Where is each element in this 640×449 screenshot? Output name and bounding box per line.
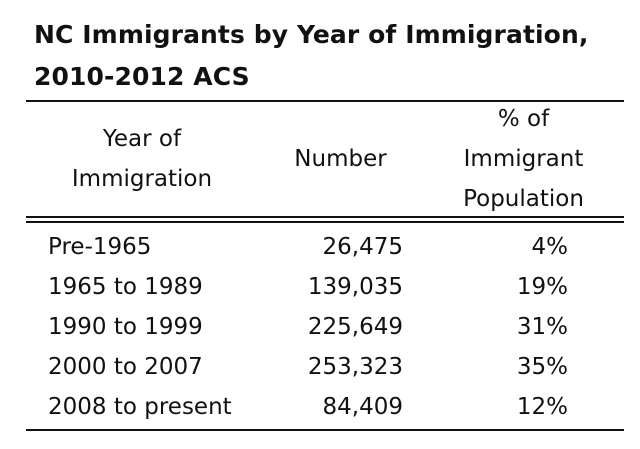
header-double-rule [26, 216, 624, 223]
number-cell: 84,409 [322, 394, 403, 420]
percent-cell: 31% [516, 314, 568, 340]
period-cell: 1965 to 1989 [48, 274, 203, 300]
title-line-2: 2010-2012 ACS [34, 62, 250, 91]
title-line-1: NC Immigrants by Year of Immigration, [34, 20, 589, 49]
table-figure: NC Immigrants by Year of Immigration, 20… [26, 14, 624, 431]
table-row: 2008 to present 84,409 12% [26, 387, 624, 427]
table-row: Pre-1965 26,475 4% [26, 227, 624, 267]
table-body: Pre-1965 26,475 4% 1965 to 1989 139,035 … [26, 223, 624, 427]
percent-cell: 12% [516, 394, 568, 420]
header-number: Number [294, 146, 387, 172]
header-row: Year of Immigration Number % of Immigran… [26, 102, 624, 216]
header-year-of-immigration: Year of Immigration [71, 126, 213, 192]
period-cell: Pre-1965 [48, 234, 152, 260]
period-cell: 1990 to 1999 [48, 314, 203, 340]
number-cell: 139,035 [307, 274, 403, 300]
bottom-rule [26, 429, 624, 431]
number-cell: 225,649 [307, 314, 403, 340]
table-row: 1990 to 1999 225,649 31% [26, 307, 624, 347]
percent-cell: 4% [531, 234, 569, 260]
percent-cell: 35% [516, 354, 568, 380]
table-row: 1965 to 1989 139,035 19% [26, 267, 624, 307]
percent-cell: 19% [516, 274, 568, 300]
table-title: NC Immigrants by Year of Immigration, 20… [34, 14, 624, 98]
header-percent-of-immigrant-population: % of Immigrant Population [463, 106, 584, 212]
number-cell: 26,475 [322, 234, 403, 260]
table-row: 2000 to 2007 253,323 35% [26, 347, 624, 387]
period-cell: 2000 to 2007 [48, 354, 203, 380]
number-cell: 253,323 [307, 354, 403, 380]
period-cell: 2008 to present [48, 394, 232, 420]
top-rule [26, 100, 624, 102]
